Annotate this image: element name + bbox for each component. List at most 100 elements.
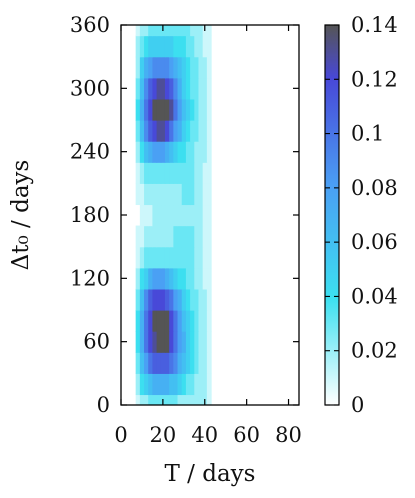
contour-cell bbox=[152, 288, 158, 311]
contour-cell bbox=[169, 141, 174, 163]
contour-cell bbox=[177, 246, 183, 269]
contour-cell bbox=[190, 331, 195, 353]
contour-cell bbox=[169, 267, 174, 290]
y-tick-label: 240 bbox=[70, 140, 110, 164]
colorbar-tick-label: 0.08 bbox=[351, 176, 398, 200]
contour-cell bbox=[148, 204, 154, 227]
contour-cell bbox=[206, 331, 212, 353]
contour-cell bbox=[194, 331, 200, 353]
contour-cell bbox=[139, 162, 145, 184]
contour-cell bbox=[148, 246, 154, 269]
contour-cell bbox=[139, 288, 145, 311]
contour-cell bbox=[164, 373, 170, 396]
contour-cell bbox=[173, 225, 179, 248]
contour-cell bbox=[198, 25, 204, 37]
contour-cell bbox=[164, 25, 170, 37]
contour-cell bbox=[156, 183, 162, 206]
contour-cell bbox=[185, 98, 191, 121]
contour-cell bbox=[198, 162, 204, 184]
contour-cell bbox=[148, 183, 154, 206]
contour-cell bbox=[198, 204, 204, 227]
contour-cell bbox=[169, 183, 174, 206]
contour-cell bbox=[190, 373, 195, 396]
contour-cell bbox=[160, 35, 166, 58]
contour-cell bbox=[173, 141, 179, 163]
contour-cell bbox=[164, 56, 170, 79]
contour-cell bbox=[152, 162, 158, 184]
contour-cell bbox=[135, 141, 141, 163]
contour-cell bbox=[139, 204, 145, 227]
contour-cell bbox=[169, 310, 174, 332]
contour-cell bbox=[160, 162, 166, 184]
contour-cell bbox=[152, 77, 158, 100]
contour-cell bbox=[148, 267, 154, 290]
contour-cell bbox=[198, 141, 204, 163]
contour-cell bbox=[185, 246, 191, 269]
contour-cell bbox=[156, 77, 162, 100]
contour-cell bbox=[169, 120, 174, 142]
contour-cell bbox=[152, 267, 158, 290]
contour-cell bbox=[190, 310, 195, 332]
contour-cell bbox=[152, 98, 158, 121]
contour-cell bbox=[144, 56, 149, 79]
y-tick-label: 0 bbox=[97, 393, 110, 417]
colorbar-tick-label: 0.02 bbox=[351, 339, 398, 363]
contour-cell bbox=[181, 204, 187, 227]
contour-cell bbox=[194, 310, 200, 332]
y-tick-label: 120 bbox=[70, 266, 110, 290]
contour-cell bbox=[160, 352, 166, 374]
contour-cell bbox=[152, 352, 158, 374]
contour-cell bbox=[177, 373, 183, 396]
contour-cell bbox=[156, 56, 162, 79]
contour-cell bbox=[181, 331, 187, 353]
contour-cell bbox=[177, 98, 183, 121]
contour-cell bbox=[173, 204, 179, 227]
contour-cell bbox=[169, 373, 174, 396]
contour-cell bbox=[148, 56, 154, 79]
contour-cell bbox=[202, 120, 208, 142]
contour-cell bbox=[144, 204, 149, 227]
contour-cell bbox=[202, 310, 208, 332]
contour-cell bbox=[194, 120, 200, 142]
y-tick-label: 300 bbox=[70, 76, 110, 100]
contour-cell bbox=[160, 183, 166, 206]
contour-cell bbox=[181, 77, 187, 100]
colorbar-tick-label: 0 bbox=[351, 393, 364, 417]
contour-cell bbox=[177, 225, 183, 248]
contour-cell bbox=[164, 77, 170, 100]
contour-cell bbox=[173, 267, 179, 290]
contour-cell bbox=[173, 25, 179, 37]
contour-cell bbox=[160, 373, 166, 396]
contour-cell bbox=[181, 352, 187, 374]
contour-cell bbox=[194, 225, 200, 248]
contour-cell bbox=[152, 56, 158, 79]
contour-fill bbox=[135, 25, 212, 405]
contour-cell bbox=[177, 56, 183, 79]
contour-cell bbox=[194, 352, 200, 374]
contour-cell bbox=[156, 204, 162, 227]
contour-cell bbox=[164, 120, 170, 142]
contour-cell bbox=[198, 120, 204, 142]
contour-cell bbox=[169, 35, 174, 58]
contour-cell bbox=[185, 204, 191, 227]
contour-cell bbox=[185, 35, 191, 58]
contour-cell bbox=[194, 373, 200, 396]
contour-cell bbox=[164, 331, 170, 353]
contour-cell bbox=[190, 394, 195, 405]
contour-cell bbox=[135, 120, 141, 142]
contour-cell bbox=[160, 267, 166, 290]
contour-cell bbox=[164, 267, 170, 290]
x-tick-label: 60 bbox=[233, 423, 260, 447]
contour-cell bbox=[181, 373, 187, 396]
contour-cell bbox=[206, 394, 212, 405]
contour-cell bbox=[202, 352, 208, 374]
colorbar-tick-label: 0.04 bbox=[351, 284, 398, 308]
contour-cell bbox=[190, 204, 195, 227]
contour-cell bbox=[202, 373, 208, 396]
contour-cell bbox=[206, 141, 212, 163]
contour-cell bbox=[135, 331, 141, 353]
contour-cell bbox=[202, 331, 208, 353]
contour-cell bbox=[156, 373, 162, 396]
contour-cell bbox=[177, 141, 183, 163]
